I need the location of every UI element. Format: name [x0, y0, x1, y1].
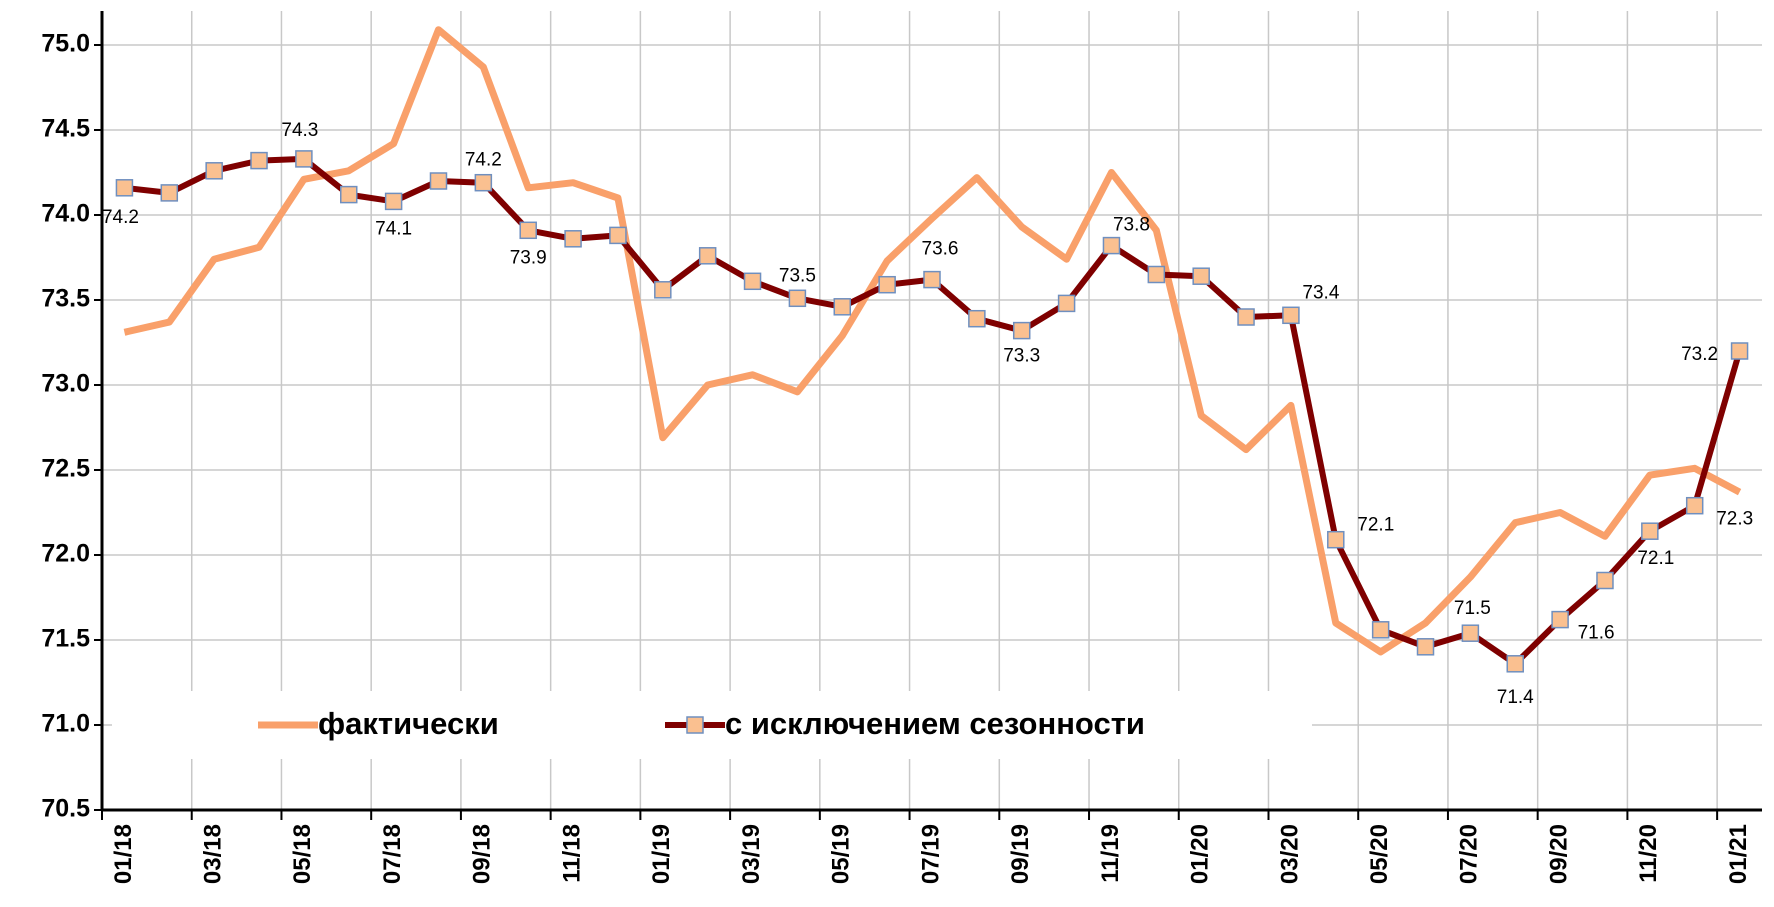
- data-label: 74.2: [465, 150, 502, 171]
- x-tick-label: 03/18: [200, 824, 227, 884]
- marker: [1327, 530, 1345, 549]
- marker: [743, 272, 762, 291]
- marker: [115, 179, 134, 197]
- data-label: 72.1: [1637, 548, 1674, 569]
- marker: [968, 309, 986, 328]
- data-label: 71.6: [1578, 623, 1615, 644]
- y-tick-label: 74.0: [41, 200, 90, 228]
- x-tick-label: 09/19: [1007, 824, 1034, 884]
- legend-marker: [686, 716, 704, 734]
- x-tick-label: 05/20: [1366, 824, 1393, 884]
- marker: [1102, 236, 1121, 255]
- marker: [295, 150, 313, 168]
- marker: [160, 184, 179, 202]
- x-tick-label: 03/20: [1276, 824, 1303, 884]
- x-tick-label: 07/19: [917, 824, 944, 884]
- marker: [1416, 638, 1435, 656]
- marker: [1057, 294, 1076, 313]
- marker: [340, 185, 358, 204]
- marker: [519, 221, 537, 240]
- marker: [250, 151, 268, 170]
- x-tick-label: 09/18: [469, 824, 496, 884]
- x-tick-label: 01/19: [648, 824, 675, 884]
- x-tick-label: 11/19: [1097, 824, 1124, 883]
- data-label: 71.4: [1497, 687, 1534, 708]
- x-tick-label: 05/18: [289, 824, 316, 884]
- marker: [609, 226, 627, 245]
- marker: [384, 192, 403, 211]
- marker: [923, 270, 941, 289]
- y-tick-label: 73.5: [41, 285, 90, 313]
- marker: [564, 230, 582, 248]
- marker: [1282, 306, 1300, 325]
- data-label: 73.3: [1003, 346, 1040, 367]
- x-tick-label: 03/19: [738, 824, 765, 884]
- y-tick-label: 73.0: [41, 370, 90, 398]
- marker: [878, 275, 896, 294]
- data-label: 73.8: [1113, 215, 1150, 236]
- marker: [1192, 267, 1210, 285]
- data-label: 73.2: [1681, 344, 1718, 365]
- marker: [1012, 321, 1031, 340]
- x-tick-label: 09/20: [1545, 824, 1572, 884]
- data-label: 73.5: [779, 265, 816, 286]
- data-label: 74.3: [281, 120, 318, 141]
- x-tick-label: 11/20: [1635, 824, 1662, 883]
- marker: [1685, 496, 1704, 515]
- marker: [788, 289, 807, 308]
- y-tick-label: 75.0: [41, 30, 90, 58]
- marker: [1730, 342, 1749, 360]
- marker: [1641, 522, 1659, 540]
- x-tick-label: 01/20: [1187, 824, 1214, 884]
- legend-label: с исключением сезонности: [725, 706, 1145, 741]
- data-label: 74.2: [102, 207, 139, 228]
- x-tick-label: 07/18: [379, 824, 406, 884]
- marker: [1506, 655, 1524, 673]
- marker: [1461, 624, 1480, 642]
- y-tick-label: 74.5: [41, 115, 90, 143]
- y-tick-label: 72.0: [41, 540, 90, 568]
- data-label: 73.9: [510, 247, 547, 268]
- x-tick-label: 07/20: [1456, 824, 1483, 884]
- marker: [474, 173, 493, 192]
- marker: [1147, 265, 1166, 284]
- y-tick-label: 71.5: [41, 625, 90, 653]
- data-label: 71.5: [1454, 598, 1491, 619]
- data-label: 72.1: [1357, 515, 1394, 536]
- marker: [833, 298, 852, 316]
- data-label: 72.3: [1716, 509, 1753, 530]
- legend-label: фактически: [318, 706, 499, 741]
- marker: [205, 162, 223, 180]
- marker: [654, 281, 672, 299]
- x-tick-label: 01/21: [1725, 824, 1752, 884]
- x-tick-label: 01/18: [110, 824, 137, 884]
- marker: [1551, 610, 1569, 629]
- marker: [698, 247, 717, 265]
- x-tick-label: 11/18: [558, 824, 585, 883]
- data-label: 74.1: [375, 218, 412, 239]
- marker: [1371, 621, 1390, 639]
- x-tick-label: 05/19: [828, 824, 855, 884]
- y-tick-label: 71.0: [41, 710, 90, 738]
- series-line: [124, 155, 1743, 667]
- y-tick-label: 72.5: [41, 455, 90, 483]
- marker: [429, 172, 448, 190]
- marker: [1237, 308, 1255, 326]
- data-label: 73.4: [1302, 282, 1339, 303]
- series-line: [123, 26, 1742, 656]
- y-tick-label: 70.5: [41, 795, 90, 823]
- data-label: 73.6: [922, 239, 959, 260]
- marker: [1596, 571, 1614, 590]
